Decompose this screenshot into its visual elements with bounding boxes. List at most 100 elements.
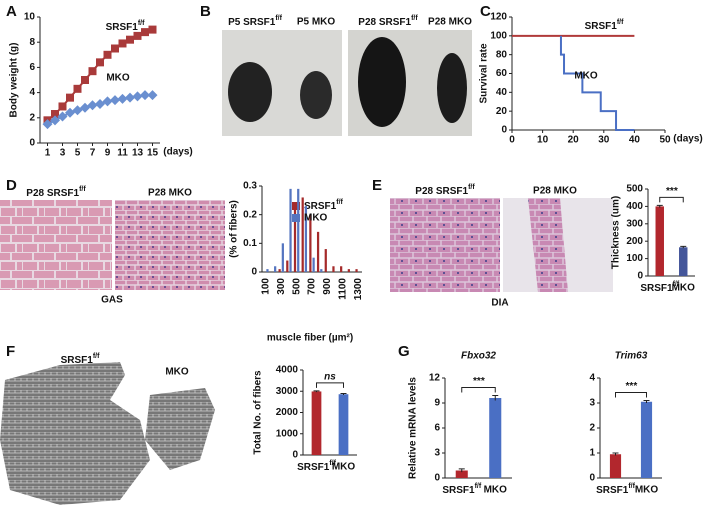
bar (289, 188, 292, 272)
y-tick-label: 0.1 (243, 238, 257, 249)
x-tick-label: 20 (568, 135, 580, 146)
y-axis-label: (% of fibers) (229, 200, 240, 258)
x-tick-label: 7 (90, 148, 96, 159)
marker (132, 91, 143, 102)
panel-label: D (6, 177, 17, 194)
bar (320, 269, 323, 272)
x-tick-label: MKO (332, 462, 356, 473)
bar (455, 470, 468, 478)
y-tick-label: 6 (434, 423, 440, 434)
marker (147, 90, 158, 101)
bar (347, 269, 350, 272)
bar (297, 188, 300, 272)
marker (73, 84, 82, 93)
mouse (358, 37, 406, 127)
y-tick-label: 9 (434, 398, 440, 409)
y-tick-label: 10 (24, 12, 36, 23)
marker (65, 107, 75, 118)
image-label: SRSF1f/f (61, 353, 101, 366)
bar (311, 391, 322, 455)
marker (141, 28, 149, 37)
significance-bracket (659, 196, 684, 203)
marker (42, 119, 53, 130)
x-tick-label: SRSF1f/f (596, 483, 636, 496)
image-label: GAS (101, 295, 123, 306)
image-label: P5 MKO (297, 17, 336, 28)
x-tick-label: 15 (147, 148, 159, 159)
bar (304, 206, 308, 272)
x-tick-label: SRSF1f/f (442, 483, 482, 496)
bar (266, 269, 269, 272)
error-bar (492, 395, 499, 401)
y-tick-label: 80 (496, 49, 508, 60)
image-label: P5 SRSF1f/f (228, 15, 283, 28)
y-tick-label: 2 (589, 423, 595, 434)
y-tick-label: 2 (29, 112, 35, 123)
y-tick-label: 3 (434, 448, 440, 459)
x-axis-label: muscle fiber (µm²) (267, 333, 353, 344)
image-label: P28 SRSF1f/f (415, 184, 475, 197)
y-tick-label: 3000 (276, 386, 299, 397)
bar (274, 266, 277, 272)
y-tick-label: 0 (589, 473, 595, 484)
marker (50, 115, 60, 126)
marker (117, 93, 128, 104)
x-tick-label: 3 (60, 148, 66, 159)
y-tick-label: 0 (637, 271, 643, 282)
x-tick-label: 900 (322, 278, 333, 295)
bar (309, 214, 312, 272)
marker (125, 92, 135, 103)
bar (316, 231, 320, 272)
x-tick-label: SRSF1f/f (297, 460, 337, 473)
x-tick-label: 700 (307, 278, 318, 295)
marker (118, 39, 127, 48)
bar (312, 257, 315, 272)
marker (81, 76, 89, 84)
bar (281, 243, 284, 272)
marker (87, 100, 98, 111)
significance-bracket (316, 382, 344, 388)
significance-label: *** (666, 186, 679, 197)
significance-label: *** (625, 381, 638, 392)
bar (338, 394, 349, 455)
marker (80, 102, 90, 113)
x-tick-label: 500 (291, 278, 302, 295)
legend-label: SRSF1f/f (304, 199, 344, 212)
y-tick-label: 4 (589, 373, 595, 384)
marker (58, 102, 67, 111)
y-tick-label: 6 (29, 62, 35, 73)
panel-label: F (6, 343, 15, 360)
significance-bracket (461, 387, 496, 393)
marker (72, 105, 83, 116)
x-tick-label: 40 (629, 135, 641, 146)
y-tick-label: 0 (434, 473, 440, 484)
y-tick-label: 1 (589, 448, 595, 459)
y-tick-label: 4 (29, 87, 35, 98)
chart-title: Fbxo32 (461, 351, 496, 362)
y-axis-label: Survival rate (479, 43, 490, 103)
image-label: DIA (491, 298, 508, 309)
error-bar (458, 468, 465, 473)
marker (140, 90, 150, 101)
bar (609, 454, 622, 478)
bar (340, 266, 343, 272)
x-tick-label: 50 (659, 135, 671, 146)
y-tick-label: 100 (490, 30, 507, 41)
x-tick-label: MKO (635, 485, 659, 496)
marker (133, 31, 142, 40)
bar (301, 197, 304, 272)
y-tick-label: 8 (29, 37, 35, 48)
mouse (300, 71, 332, 119)
marker (126, 35, 134, 44)
error-bar (680, 245, 687, 249)
histology (115, 200, 225, 290)
bar (293, 208, 297, 272)
y-tick-label: 0.3 (243, 181, 257, 192)
y-tick-label: 12 (429, 373, 441, 384)
bar (679, 247, 688, 276)
panel-label: A (6, 3, 17, 20)
panel-label: C (480, 3, 491, 20)
x-tick-label: 13 (132, 148, 144, 159)
error-bar (340, 392, 347, 395)
y-tick-label: 200 (626, 236, 643, 247)
